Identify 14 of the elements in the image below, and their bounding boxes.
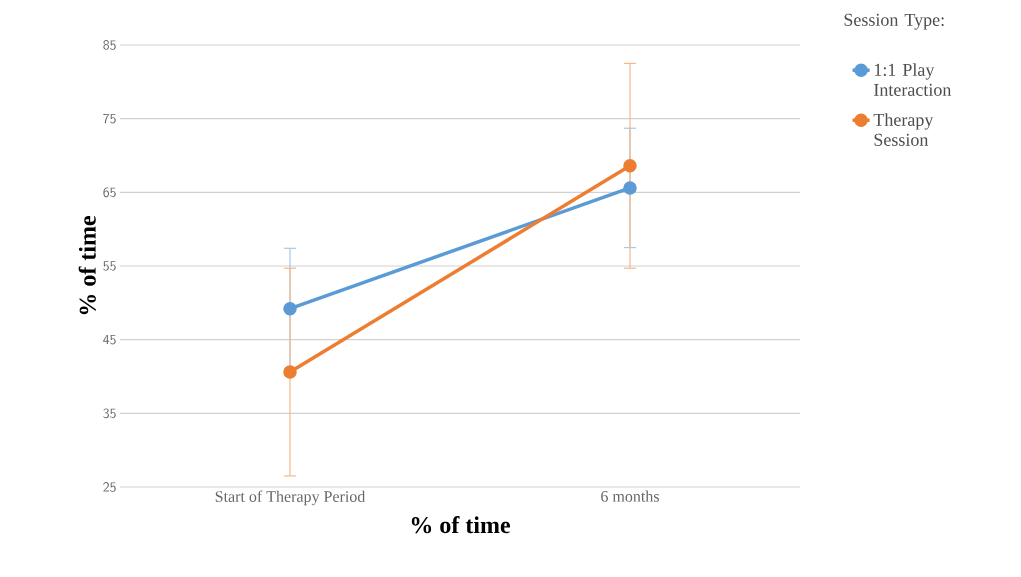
y-tick-label: 75 <box>103 113 116 124</box>
y-tick-label: 85 <box>103 40 116 50</box>
legend-title: Session Type: <box>844 13 944 30</box>
x-tick-label: 6 months <box>601 490 659 502</box>
legend-label: 1:1 Play Interaction <box>874 63 952 96</box>
legend-label: Therapy Session <box>873 113 934 146</box>
y-tick-label: 55 <box>103 261 116 271</box>
x-axis-title: % of time <box>411 516 510 534</box>
x-tick-label: Start of Therapy Period <box>215 490 366 506</box>
y-tick-label: 45 <box>103 334 116 345</box>
y-tick-label: 25 <box>103 482 116 492</box>
y-axis-title: % of time <box>78 215 96 315</box>
y-tick-label: 65 <box>103 187 116 198</box>
y-tick-label: 35 <box>103 408 116 419</box>
